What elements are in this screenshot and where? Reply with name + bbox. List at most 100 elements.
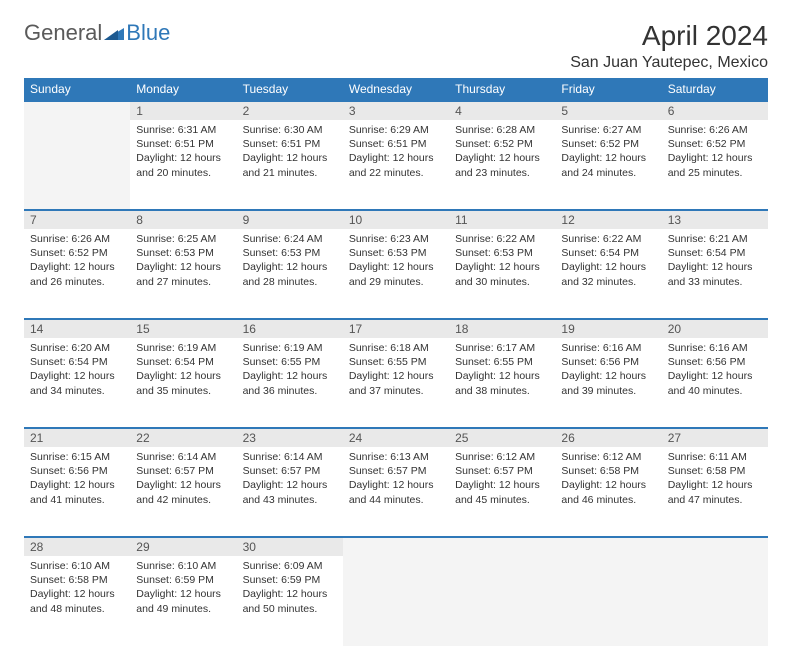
sun-data-line: Daylight: 12 hours and 43 minutes. — [243, 478, 337, 506]
day-header: Tuesday — [237, 78, 343, 101]
sun-data-line: Sunrise: 6:29 AM — [349, 123, 443, 137]
sun-data-line: Sunrise: 6:23 AM — [349, 232, 443, 246]
sun-data-line: Daylight: 12 hours and 39 minutes. — [561, 369, 655, 397]
day-number-cell: 15 — [130, 319, 236, 338]
day-content-cell: Sunrise: 6:12 AMSunset: 6:58 PMDaylight:… — [555, 447, 661, 537]
day-content-cell: Sunrise: 6:13 AMSunset: 6:57 PMDaylight:… — [343, 447, 449, 537]
day-content-cell: Sunrise: 6:21 AMSunset: 6:54 PMDaylight:… — [662, 229, 768, 319]
sun-data-line: Sunset: 6:54 PM — [30, 355, 124, 369]
sun-data-line: Daylight: 12 hours and 42 minutes. — [136, 478, 230, 506]
sun-data-line: Sunrise: 6:16 AM — [668, 341, 762, 355]
logo-triangle-icon — [104, 20, 124, 46]
day-header-row: Sunday Monday Tuesday Wednesday Thursday… — [24, 78, 768, 101]
day-content-cell: Sunrise: 6:16 AMSunset: 6:56 PMDaylight:… — [662, 338, 768, 428]
sun-data-line: Sunrise: 6:13 AM — [349, 450, 443, 464]
sun-data-line: Sunrise: 6:09 AM — [243, 559, 337, 573]
sun-data-line: Sunset: 6:53 PM — [243, 246, 337, 260]
logo-text-general: General — [24, 20, 102, 46]
sun-data-line: Daylight: 12 hours and 48 minutes. — [30, 587, 124, 615]
sun-data-line: Daylight: 12 hours and 34 minutes. — [30, 369, 124, 397]
sun-data-line: Sunset: 6:57 PM — [455, 464, 549, 478]
day-content-cell: Sunrise: 6:14 AMSunset: 6:57 PMDaylight:… — [237, 447, 343, 537]
day-content-cell: Sunrise: 6:19 AMSunset: 6:54 PMDaylight:… — [130, 338, 236, 428]
sun-data-line: Sunset: 6:52 PM — [668, 137, 762, 151]
sun-data-line: Sunset: 6:57 PM — [243, 464, 337, 478]
day-content-row: Sunrise: 6:26 AMSunset: 6:52 PMDaylight:… — [24, 229, 768, 319]
day-content-cell: Sunrise: 6:10 AMSunset: 6:59 PMDaylight:… — [130, 556, 236, 646]
day-content-cell: Sunrise: 6:31 AMSunset: 6:51 PMDaylight:… — [130, 120, 236, 210]
sun-data-line: Sunrise: 6:26 AM — [668, 123, 762, 137]
sun-data-line: Sunrise: 6:14 AM — [136, 450, 230, 464]
day-number-cell: 24 — [343, 428, 449, 447]
sun-data-line: Sunset: 6:58 PM — [561, 464, 655, 478]
day-number-cell: 19 — [555, 319, 661, 338]
day-number-cell: 1 — [130, 101, 236, 120]
day-content-cell: Sunrise: 6:26 AMSunset: 6:52 PMDaylight:… — [24, 229, 130, 319]
sun-data-line: Daylight: 12 hours and 46 minutes. — [561, 478, 655, 506]
sun-data-line: Sunset: 6:56 PM — [668, 355, 762, 369]
sun-data-line: Sunrise: 6:20 AM — [30, 341, 124, 355]
day-number-cell: 30 — [237, 537, 343, 556]
sun-data-line: Daylight: 12 hours and 37 minutes. — [349, 369, 443, 397]
day-content-cell: Sunrise: 6:20 AMSunset: 6:54 PMDaylight:… — [24, 338, 130, 428]
sun-data-line: Sunset: 6:52 PM — [561, 137, 655, 151]
day-content-cell: Sunrise: 6:29 AMSunset: 6:51 PMDaylight:… — [343, 120, 449, 210]
sun-data-line: Sunset: 6:56 PM — [561, 355, 655, 369]
day-content-cell: Sunrise: 6:25 AMSunset: 6:53 PMDaylight:… — [130, 229, 236, 319]
logo: General Blue — [24, 20, 170, 46]
sun-data-line: Sunset: 6:51 PM — [349, 137, 443, 151]
day-content-cell — [24, 120, 130, 210]
day-number-cell: 21 — [24, 428, 130, 447]
sun-data-line: Daylight: 12 hours and 44 minutes. — [349, 478, 443, 506]
day-content-cell — [662, 556, 768, 646]
sun-data-line: Sunrise: 6:15 AM — [30, 450, 124, 464]
day-content-cell: Sunrise: 6:15 AMSunset: 6:56 PMDaylight:… — [24, 447, 130, 537]
calendar-page: General Blue April 2024 San Juan Yautepe… — [0, 0, 792, 666]
day-number-cell: 29 — [130, 537, 236, 556]
day-content-row: Sunrise: 6:15 AMSunset: 6:56 PMDaylight:… — [24, 447, 768, 537]
day-header: Saturday — [662, 78, 768, 101]
sun-data-line: Daylight: 12 hours and 32 minutes. — [561, 260, 655, 288]
day-content-cell: Sunrise: 6:27 AMSunset: 6:52 PMDaylight:… — [555, 120, 661, 210]
sun-data-line: Sunrise: 6:12 AM — [455, 450, 549, 464]
day-content-cell — [449, 556, 555, 646]
sun-data-line: Daylight: 12 hours and 21 minutes. — [243, 151, 337, 179]
logo-text-blue: Blue — [126, 20, 170, 46]
sun-data-line: Sunset: 6:52 PM — [30, 246, 124, 260]
calendar-body: 123456Sunrise: 6:31 AMSunset: 6:51 PMDay… — [24, 101, 768, 646]
calendar-table: Sunday Monday Tuesday Wednesday Thursday… — [24, 78, 768, 646]
day-content-cell: Sunrise: 6:19 AMSunset: 6:55 PMDaylight:… — [237, 338, 343, 428]
day-number-cell: 22 — [130, 428, 236, 447]
sun-data-line: Sunrise: 6:18 AM — [349, 341, 443, 355]
day-content-row: Sunrise: 6:31 AMSunset: 6:51 PMDaylight:… — [24, 120, 768, 210]
day-number-cell: 23 — [237, 428, 343, 447]
sun-data-line: Sunset: 6:51 PM — [136, 137, 230, 151]
sun-data-line: Sunset: 6:59 PM — [243, 573, 337, 587]
day-number-row: 123456 — [24, 101, 768, 120]
day-content-cell: Sunrise: 6:14 AMSunset: 6:57 PMDaylight:… — [130, 447, 236, 537]
sun-data-line: Sunrise: 6:27 AM — [561, 123, 655, 137]
day-content-row: Sunrise: 6:20 AMSunset: 6:54 PMDaylight:… — [24, 338, 768, 428]
day-number-row: 78910111213 — [24, 210, 768, 229]
day-number-cell: 27 — [662, 428, 768, 447]
day-number-cell: 7 — [24, 210, 130, 229]
sun-data-line: Sunset: 6:55 PM — [455, 355, 549, 369]
sun-data-line: Sunrise: 6:22 AM — [455, 232, 549, 246]
day-number-cell: 10 — [343, 210, 449, 229]
day-number-cell: 28 — [24, 537, 130, 556]
day-number-cell: 4 — [449, 101, 555, 120]
sun-data-line: Sunrise: 6:25 AM — [136, 232, 230, 246]
day-content-cell: Sunrise: 6:16 AMSunset: 6:56 PMDaylight:… — [555, 338, 661, 428]
day-header: Sunday — [24, 78, 130, 101]
sun-data-line: Sunset: 6:55 PM — [349, 355, 443, 369]
day-number-cell: 3 — [343, 101, 449, 120]
sun-data-line: Sunrise: 6:24 AM — [243, 232, 337, 246]
day-content-cell — [343, 556, 449, 646]
sun-data-line: Sunset: 6:53 PM — [455, 246, 549, 260]
day-number-row: 21222324252627 — [24, 428, 768, 447]
day-content-cell: Sunrise: 6:10 AMSunset: 6:58 PMDaylight:… — [24, 556, 130, 646]
sun-data-line: Sunrise: 6:12 AM — [561, 450, 655, 464]
sun-data-line: Sunrise: 6:21 AM — [668, 232, 762, 246]
sun-data-line: Sunset: 6:53 PM — [349, 246, 443, 260]
day-content-cell: Sunrise: 6:22 AMSunset: 6:53 PMDaylight:… — [449, 229, 555, 319]
